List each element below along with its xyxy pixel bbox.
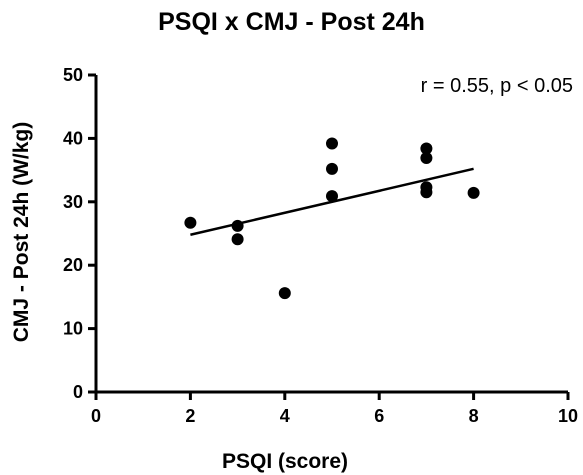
- x-tick-label: 0: [91, 406, 101, 426]
- data-point: [278, 287, 291, 300]
- data-point: [231, 233, 244, 246]
- y-tick-label: 20: [63, 255, 83, 275]
- data-point: [420, 186, 433, 199]
- ticks: 0 2 4 6 8 10 0 10 20 30 40 50: [63, 65, 578, 426]
- data-point: [326, 162, 338, 175]
- x-tick-label: 8: [469, 406, 479, 426]
- y-tick-label: 40: [63, 128, 83, 148]
- data-point: [326, 137, 338, 150]
- y-tick-label: 0: [73, 382, 83, 402]
- axes: [94, 75, 568, 394]
- data-point: [326, 190, 338, 203]
- data-point: [467, 186, 480, 199]
- data-point: [231, 219, 244, 232]
- x-tick-label: 10: [558, 406, 578, 426]
- x-tick-label: 6: [374, 406, 384, 426]
- y-tick-label: 30: [63, 192, 83, 212]
- x-axis-label: PSQI (score): [221, 450, 349, 473]
- correlation-annotation: r = 0.55, p < 0.05: [420, 75, 573, 97]
- data-points: [184, 137, 480, 300]
- y-tick-label: 50: [63, 65, 83, 85]
- chart-title: PSQI x CMJ - Post 24h: [158, 8, 425, 36]
- data-point: [420, 152, 433, 165]
- data-point: [184, 216, 197, 229]
- data-point: [420, 142, 433, 155]
- x-tick-label: 2: [185, 406, 195, 426]
- y-tick-label: 10: [63, 319, 83, 339]
- x-tick-label: 4: [280, 406, 290, 426]
